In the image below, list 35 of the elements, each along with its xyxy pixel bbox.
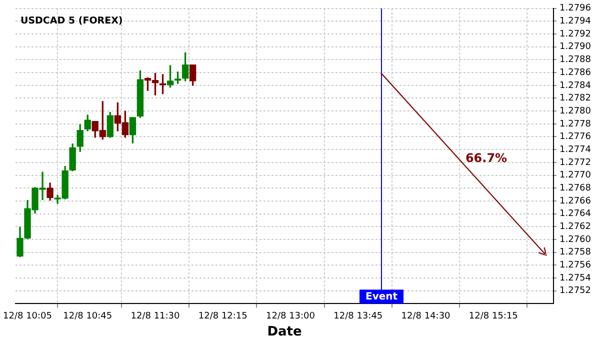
y-tick-label: 1.2766 [560,196,592,206]
y-tick-label: 1.2774 [560,144,592,155]
y-tick-label: 1.2770 [560,170,592,181]
text: USDCAD 5 (FOREX) [20,16,123,27]
x-tick-label: 12/8 10:45 [63,311,112,322]
y-tick-label: 1.2782 [560,94,592,104]
y-tick-label: 1.2752 [560,286,592,296]
y-tick-label: 1.2760 [560,234,592,245]
y-tick-label: 1.2762 [560,222,592,232]
y-tick-label: 1.2778 [560,119,592,130]
y-tick-label: 1.2768 [560,183,592,194]
y-tick-label: 1.2776 [560,132,592,142]
y-tick-label: 1.2790 [560,42,592,52]
annotation: 66.7% [465,151,508,166]
y-tick-label: 1.2772 [560,158,592,168]
y-tick-label: 1.2758 [560,248,592,258]
y-tick-label: 1.2792 [560,29,592,40]
y-tick-label: 1.2784 [560,80,592,91]
x-axis-title: Date [267,324,302,340]
x-tick-label: 12/8 12:15 [198,311,248,322]
ref-line-label: Event [365,292,398,303]
y-tick-label: 1.2780 [560,106,592,116]
y-tick-label: 1.2756 [560,260,592,270]
x-tick-label: 12/8 13:45 [334,311,383,322]
x-tick-label: 12/8 11:30 [130,311,180,322]
x-tick-label: 12/8 15:15 [468,311,518,322]
x-tick-label: 12/8 13:00 [266,311,316,322]
y-tick-label: 1.2794 [560,16,592,27]
y-tick-label: 1.2764 [560,209,592,220]
y-tick-label: 1.2788 [560,55,592,66]
x-tick-label: 12/8 10:05 [2,311,52,322]
x-tick-label: 12/8 14:30 [401,311,451,322]
y-tick-label: 1.2754 [560,273,592,284]
y-tick-label: 1.2796 [560,4,592,14]
y-tick-label: 1.2786 [560,68,592,78]
